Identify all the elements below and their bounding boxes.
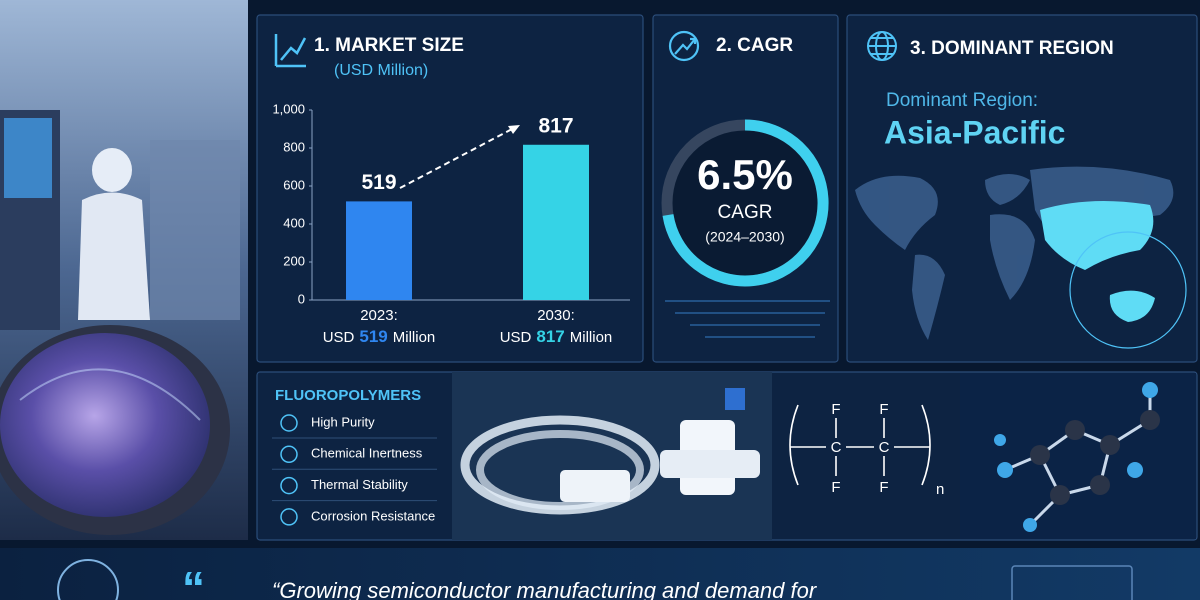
- property-icon: [280, 508, 298, 526]
- x-caption: USD 519 Million: [323, 327, 436, 346]
- properties-list: High Purity Chemical Inertness Thermal Sta…: [272, 414, 437, 526]
- growth-arrowhead: [508, 125, 520, 134]
- caption-suffix: Million: [570, 329, 613, 346]
- region-title: 3. DOMINANT REGION: [910, 38, 1114, 59]
- quote-strip: [0, 548, 1200, 600]
- region-value: Asia-Pacific: [884, 114, 1065, 150]
- y-tick-label: 400: [283, 215, 305, 230]
- property-item: Thermal Stability: [311, 477, 408, 492]
- data-label: 817: [538, 114, 573, 137]
- region-label: Dominant Region:: [886, 90, 1038, 111]
- chart-icon: [274, 34, 307, 68]
- property-item: High Purity: [311, 414, 375, 429]
- y-tick-label: 1,000: [272, 101, 305, 116]
- tubing-image: [452, 372, 772, 540]
- bar: [523, 144, 589, 300]
- molecule-image: [960, 373, 1196, 539]
- quote-mark: “: [182, 562, 205, 600]
- cagr-icon: [668, 30, 700, 62]
- market-size-title: 1. MARKET SIZE: [314, 35, 464, 56]
- caption-prefix: USD: [323, 329, 355, 346]
- y-tick-label: 200: [283, 253, 305, 268]
- cagr-title: 2. CAGR: [716, 35, 793, 56]
- asia-highlight: [1040, 201, 1187, 349]
- machine-icon: [1011, 565, 1133, 600]
- formula-atom: C: [879, 439, 890, 456]
- formula-atom: F: [879, 401, 888, 418]
- cagr-label: CAGR: [718, 202, 773, 223]
- formula-atom: C: [831, 439, 842, 456]
- cleanroom-image: [0, 0, 248, 540]
- formula-subscript: n: [936, 481, 944, 498]
- caption-suffix: Million: [393, 329, 436, 346]
- y-tick-label: 0: [298, 291, 305, 306]
- dot-wave: [665, 300, 830, 338]
- bar: [346, 201, 412, 300]
- caption-value: 817: [536, 327, 564, 346]
- formula-atom: F: [879, 479, 888, 496]
- property-icon: [280, 445, 298, 464]
- y-tick-label: 600: [283, 177, 305, 192]
- property-icon: [280, 476, 298, 495]
- growth-arrow: [399, 127, 515, 189]
- caption-value: 519: [359, 327, 387, 346]
- x-caption: USD 817 Million: [500, 327, 613, 346]
- globe-icon: [867, 31, 897, 61]
- x-tick-label: 2030:: [537, 307, 575, 324]
- cagr-period: (2024–2030): [705, 229, 784, 245]
- market-size-subtitle: (USD Million): [334, 62, 428, 79]
- formula-atom: F: [831, 479, 840, 496]
- data-label: 519: [361, 171, 396, 194]
- bulb-icon: [57, 559, 119, 600]
- property-icon: [280, 414, 298, 432]
- formula-atom: F: [831, 401, 840, 418]
- property-item: Corrosion Resistance: [311, 508, 435, 523]
- caption-prefix: USD: [500, 329, 532, 346]
- formula: [789, 404, 931, 486]
- x-tick-label: 2023:: [360, 307, 398, 324]
- properties-title: FLUOROPOLYMERS: [275, 387, 421, 404]
- y-tick-label: 800: [283, 139, 305, 154]
- quote-text: “Growing semiconductor manufacturing and…: [272, 578, 818, 600]
- property-item: Chemical Inertness: [311, 446, 423, 461]
- cagr-value: 6.5%: [697, 151, 793, 198]
- cagr-ring: [662, 119, 829, 287]
